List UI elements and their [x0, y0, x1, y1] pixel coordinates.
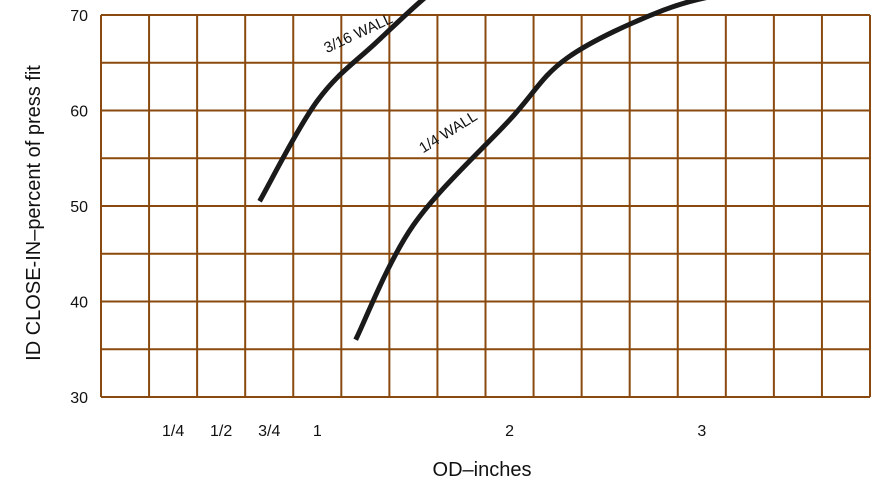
grid [100, 14, 871, 398]
series-line [257, 0, 427, 203]
y-tick-label: 70 [70, 8, 88, 25]
y-tick-label: 40 [70, 295, 88, 312]
curves [257, 0, 707, 341]
y-tick-label: 50 [70, 199, 88, 216]
x-tick-label: 2 [505, 423, 514, 440]
series-line [353, 0, 707, 341]
x-tick-label: 1/2 [210, 423, 232, 440]
y-tick-label: 60 [70, 104, 88, 121]
x-tick-label: 1 [313, 423, 322, 440]
x-axis-title: OD–inches [433, 459, 532, 481]
y-tick-labels: 30405060708090100 [70, 8, 88, 407]
y-tick-label: 30 [70, 390, 88, 407]
x-tick-label: 3 [697, 423, 706, 440]
x-tick-label: 3/4 [258, 423, 280, 440]
series-label: 1/4 WALL [416, 108, 480, 157]
y-axis-title: ID CLOSE-IN–percent of press fit [23, 65, 45, 361]
x-tick-label: 1/4 [162, 423, 184, 440]
x-tick-labels: 1/41/23/41234 [162, 423, 706, 440]
